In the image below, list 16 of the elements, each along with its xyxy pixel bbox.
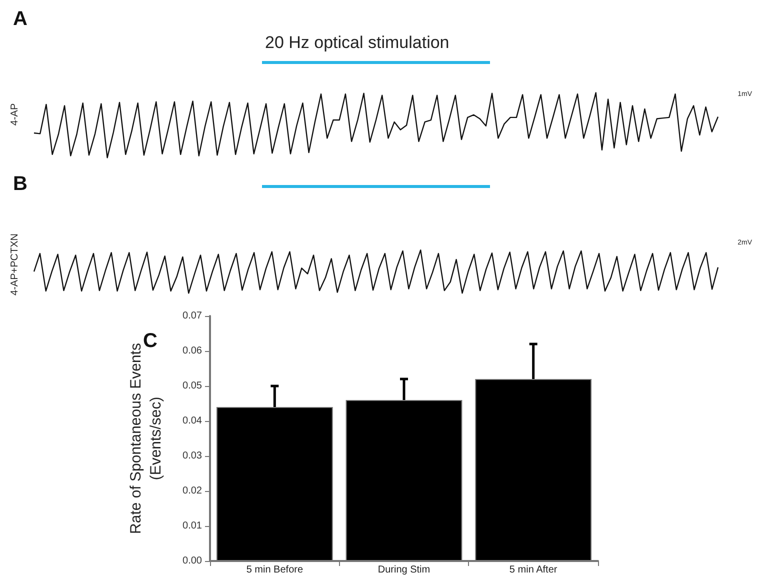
y-tick-label: 0.07 — [182, 310, 202, 322]
x-tick-label: 5 min After — [509, 564, 558, 576]
text: 20 Hz optical stimulation — [265, 33, 450, 52]
y-tick-label: 0.03 — [182, 450, 202, 462]
x-tick-label: 5 min Before — [246, 564, 304, 576]
x-tick-label: During Stim — [378, 564, 430, 576]
y-tick-label: 0.06 — [182, 346, 202, 356]
y-tick-label: 0.05 — [182, 380, 202, 392]
y-tick-label: 0.02 — [182, 486, 202, 496]
y-tick-label: 0.04 — [182, 416, 202, 426]
chart-title: B — [13, 173, 28, 195]
y-tick-label: 0.00 — [182, 556, 202, 566]
y-axis-title: 4-AP+PCTXN — [10, 234, 20, 296]
y-tick-label: 0.01 — [182, 520, 202, 532]
y-axis-title: 4-AP — [10, 103, 20, 126]
chart-title: A — [13, 8, 28, 30]
